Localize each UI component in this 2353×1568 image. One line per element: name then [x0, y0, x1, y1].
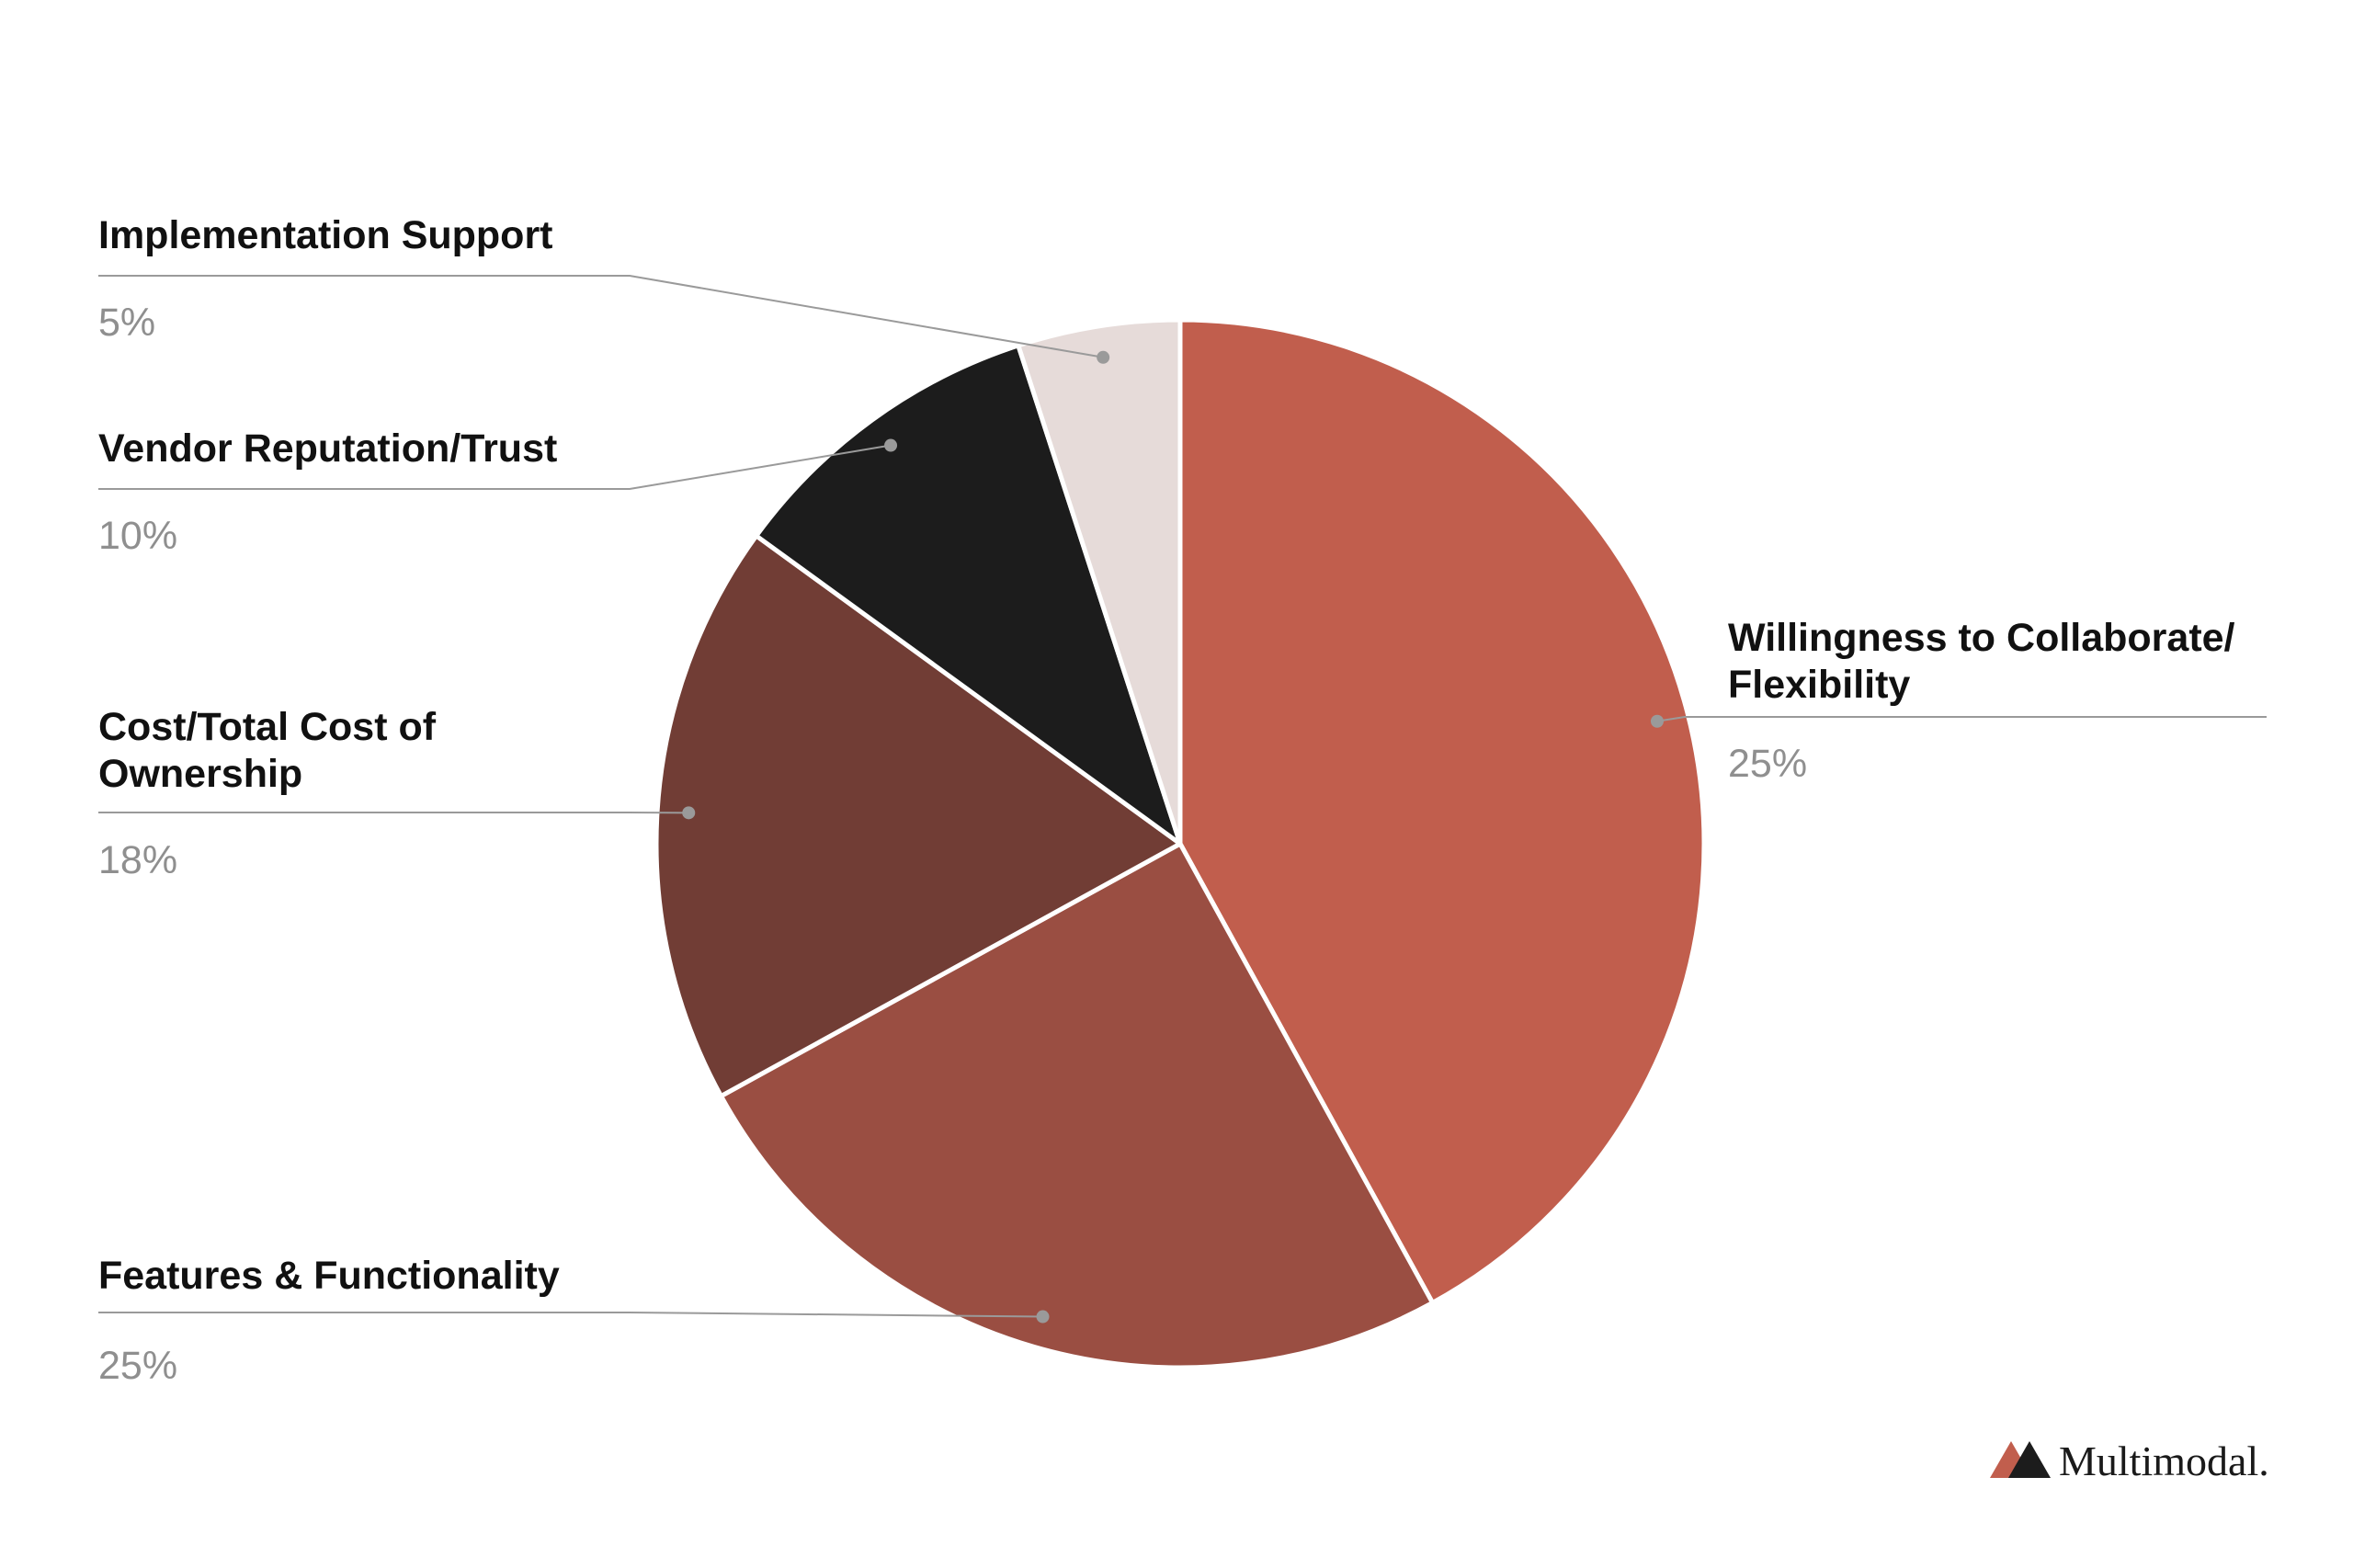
slice-percent-cost-total-cost-of-ownership: 18% — [98, 838, 177, 882]
slice-percent-features-functionality: 25% — [98, 1344, 177, 1388]
slice-label-features-functionality: Features & Functionality — [98, 1254, 560, 1298]
brand-logo: Multimodal. — [1990, 1437, 2269, 1484]
slice-features-functionality — [719, 841, 1436, 1370]
slice-vendor-reputation-trust — [754, 343, 1183, 846]
leader-line-willingness-to-collaborate-flexibility — [1656, 716, 2267, 722]
slice-label-implementation-support: Implementation Support — [98, 213, 553, 257]
leader-line-implementation-support — [98, 275, 1104, 358]
leader-dot-willingness-to-collaborate-flexibility — [1650, 714, 1664, 728]
slice-label-willingness-to-collaborate-flexibility: Willingness to Collaborate/Flexibility — [1728, 616, 2235, 707]
slice-labels: Willingness to Collaborate/Flexibility 25… — [98, 213, 2235, 1388]
slice-label-vendor-reputation-trust: Vendor Reputation/Trust — [98, 426, 557, 471]
leader-lines — [98, 275, 2267, 1324]
slice-label-cost-total-cost-of-ownership: Cost/Total Cost of Ownership — [98, 705, 437, 796]
leader-dot-cost-total-cost-of-ownership — [682, 806, 696, 820]
slice-percent-willingness-to-collaborate-flexibility: 25% — [1728, 742, 1807, 786]
leader-dot-vendor-reputation-trust — [884, 438, 898, 452]
leader-line-features-functionality — [98, 1312, 1043, 1318]
brand-name: Multimodal. — [2059, 1437, 2269, 1484]
pie-slices — [654, 317, 1707, 1370]
leader-dot-implementation-support — [1097, 350, 1110, 364]
slice-willingness-to-collaborate-flexibility — [1177, 317, 1707, 1305]
logo-mark-right — [2008, 1441, 2051, 1478]
slice-percent-vendor-reputation-trust: 10% — [98, 514, 177, 558]
slice-cost-total-cost-of-ownership — [654, 533, 1183, 1099]
leader-dot-features-functionality — [1036, 1310, 1050, 1324]
leader-line-vendor-reputation-trust — [98, 444, 892, 490]
slice-percent-implementation-support: 5% — [98, 301, 155, 345]
